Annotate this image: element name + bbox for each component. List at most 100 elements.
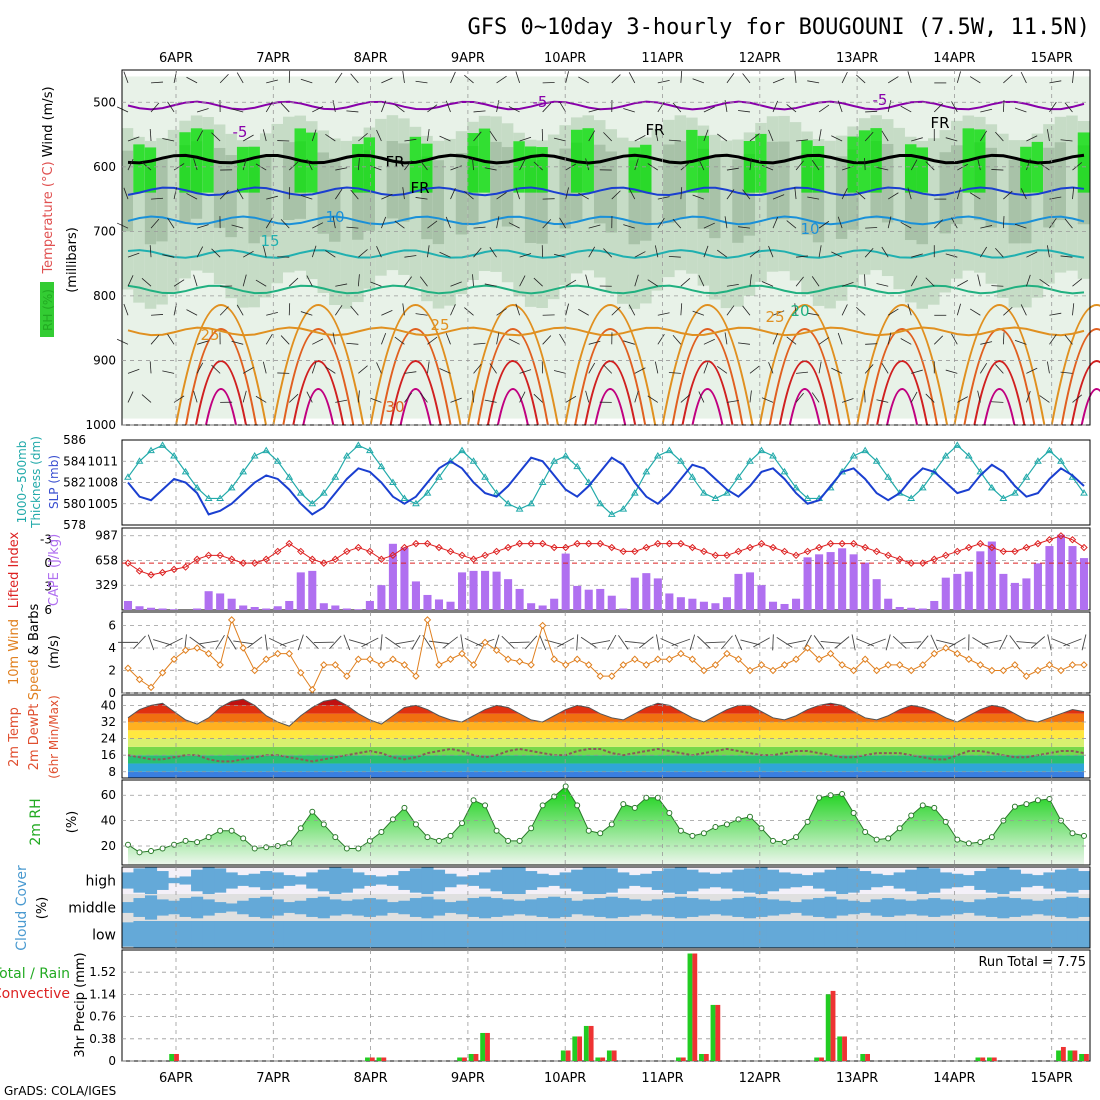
wind-barb	[837, 216, 843, 229]
wind-barb	[911, 253, 923, 258]
wind-barb	[786, 104, 797, 113]
wind-barb	[381, 193, 393, 200]
cloud-cell	[1008, 898, 1021, 917]
cape-bar	[239, 605, 248, 610]
wind-barb	[726, 305, 735, 316]
wind-barb	[907, 71, 912, 84]
li-point	[849, 539, 858, 548]
wind10m-point	[677, 649, 685, 658]
cloud-cell	[594, 921, 607, 948]
wind-barb	[811, 276, 820, 287]
wind-barb	[236, 72, 244, 84]
rh-field-dark	[213, 147, 227, 228]
rh-point	[597, 830, 604, 837]
warm-isotherm	[788, 388, 821, 426]
rh-field-saturated	[1077, 132, 1091, 193]
wind-barb	[692, 78, 705, 84]
cloud-cell	[755, 921, 768, 948]
slp-ytick: 1008	[87, 476, 118, 490]
cape-bar	[319, 603, 328, 610]
cloud-cell	[997, 896, 1010, 919]
contour-label: -5	[873, 91, 888, 109]
cloud-cell	[202, 867, 215, 894]
wind-barb	[1049, 101, 1057, 113]
wind-barb	[559, 217, 567, 229]
wind-barb	[150, 218, 160, 229]
thickness-point	[331, 473, 340, 480]
cloud-cell	[720, 872, 734, 889]
wind-barb	[1039, 279, 1050, 287]
thickness-point	[308, 499, 317, 507]
wind10m-barb	[147, 634, 155, 651]
li-point	[412, 539, 420, 548]
cape-bar	[872, 579, 881, 610]
wind-barb	[1072, 70, 1075, 83]
cloud-cell	[974, 921, 987, 948]
wind10m-point	[446, 655, 455, 663]
precip-convective-bar	[565, 1050, 571, 1061]
wind-barb	[358, 132, 368, 142]
li-point	[193, 555, 201, 563]
wind-barb	[634, 135, 646, 142]
wind10m-point	[435, 661, 443, 669]
wind-barb	[703, 106, 715, 113]
thickness-point	[999, 494, 1008, 501]
cloud-cell	[582, 921, 595, 948]
cape-bar	[342, 608, 351, 610]
wind-barb	[306, 275, 313, 287]
date-label-bottom: 6APR	[159, 1071, 193, 1086]
wind-barb	[818, 104, 830, 113]
wind10m-barb	[429, 640, 449, 645]
precip-convective-bar	[381, 1057, 387, 1061]
rh-field-dark	[766, 141, 780, 220]
wind-barb	[578, 76, 589, 84]
precip-convective-bar	[473, 1053, 479, 1061]
upper-air-ytick: 700	[93, 224, 116, 238]
li-point	[1011, 547, 1019, 556]
wind10m-point	[377, 661, 386, 669]
thickness-point	[619, 505, 628, 512]
li-point	[538, 539, 547, 548]
cloud-cell	[1043, 921, 1056, 948]
precip-total-bar	[606, 1050, 612, 1061]
li-axis-label: Lifted Index	[7, 531, 22, 608]
cloud-cell	[916, 899, 929, 916]
thickness-point	[400, 494, 409, 501]
wind10m-barb	[580, 636, 597, 648]
cloud-cell	[1066, 921, 1079, 948]
cape-axis-label: CAPE (J/kg)	[47, 534, 62, 606]
wind-barb	[311, 245, 317, 258]
cloud-cell	[594, 867, 607, 894]
wind-barb	[167, 101, 175, 113]
wind10m-point	[596, 672, 604, 680]
wind-barb	[910, 275, 918, 287]
li-line	[127, 535, 1085, 576]
cloud-cell	[882, 898, 895, 917]
precip-total-bar	[365, 1057, 370, 1061]
thickness-axis-label2-part: 1000~500mb	[15, 441, 29, 524]
thickness-point	[723, 489, 731, 496]
wind-barb	[831, 367, 843, 374]
cloud-cell	[444, 873, 457, 888]
precip-total-bar	[687, 953, 693, 1061]
wind10m-axis-label1-part: 10m Wind	[7, 619, 22, 685]
wind-barb	[623, 340, 635, 345]
wind-barb	[887, 332, 892, 345]
wind-barb	[1064, 218, 1073, 229]
cloud-cell	[1054, 921, 1068, 948]
cape-bar	[907, 607, 916, 610]
wind-barb	[657, 101, 665, 113]
rh-field-mid	[617, 137, 630, 304]
wind10m-point	[124, 664, 132, 672]
wind-barb	[151, 81, 164, 84]
wind-barb	[193, 390, 198, 403]
contour-label: FR	[645, 121, 664, 139]
cloud-cell	[340, 868, 353, 893]
wind-barb	[1046, 129, 1050, 142]
wind10m-point	[976, 661, 985, 669]
wind10m-barb	[343, 634, 351, 651]
rh-point	[217, 827, 224, 834]
wind-barb	[376, 362, 382, 374]
wind10m-point	[1034, 666, 1042, 675]
wind-barb	[980, 108, 993, 113]
